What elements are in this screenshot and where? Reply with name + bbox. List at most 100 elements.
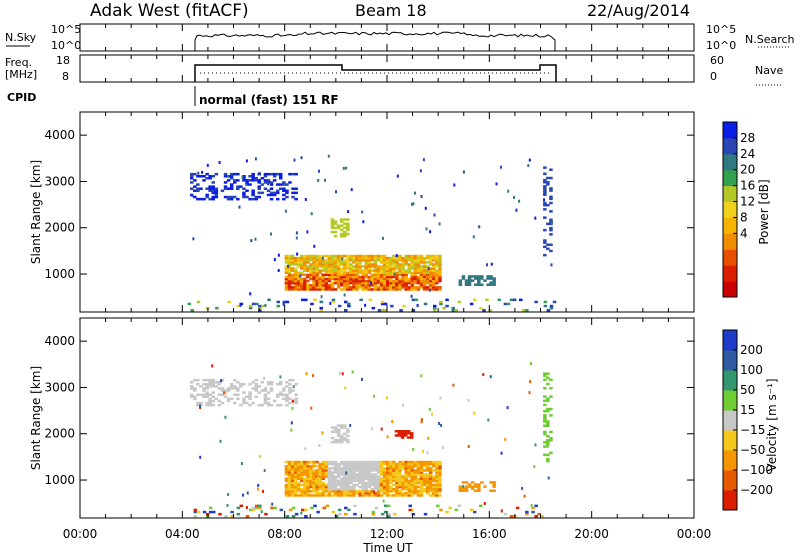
cell bbox=[404, 494, 408, 497]
cell bbox=[343, 481, 347, 485]
cell bbox=[486, 283, 490, 286]
cell bbox=[287, 265, 292, 268]
cell bbox=[205, 195, 209, 199]
cell bbox=[333, 275, 338, 279]
cell bbox=[355, 490, 359, 493]
cell bbox=[300, 494, 304, 497]
cell bbox=[321, 269, 325, 272]
cell bbox=[303, 254, 307, 258]
cell bbox=[364, 473, 368, 476]
cell bbox=[284, 473, 289, 476]
cell bbox=[438, 475, 442, 478]
cell bbox=[318, 269, 322, 272]
cell bbox=[293, 483, 298, 487]
cell bbox=[303, 288, 307, 291]
cell bbox=[467, 279, 472, 282]
cell bbox=[294, 191, 298, 195]
cell bbox=[416, 479, 421, 483]
cell bbox=[336, 261, 341, 264]
speck bbox=[245, 506, 248, 509]
cell bbox=[367, 254, 372, 258]
cell bbox=[376, 271, 381, 274]
cell bbox=[330, 286, 335, 289]
date-title: 22/Aug/2014 bbox=[587, 1, 690, 20]
cell bbox=[432, 490, 436, 493]
cell bbox=[416, 490, 421, 493]
cell bbox=[321, 475, 325, 478]
cell bbox=[358, 494, 362, 497]
cell bbox=[346, 462, 350, 466]
cell bbox=[208, 187, 212, 190]
speck bbox=[246, 491, 249, 495]
cell bbox=[215, 306, 219, 310]
cell bbox=[230, 515, 234, 518]
cell bbox=[300, 475, 304, 478]
cell bbox=[432, 479, 436, 483]
cell bbox=[346, 263, 350, 266]
cell bbox=[376, 288, 381, 291]
cell bbox=[272, 179, 277, 182]
cell bbox=[223, 181, 228, 184]
cell bbox=[327, 288, 332, 291]
cell bbox=[290, 288, 295, 291]
cell bbox=[435, 490, 439, 493]
cell bbox=[364, 271, 368, 274]
cell bbox=[401, 265, 405, 268]
cell bbox=[339, 281, 344, 285]
cell bbox=[407, 462, 411, 466]
cell bbox=[309, 481, 313, 485]
cell bbox=[346, 275, 350, 279]
cell bbox=[293, 288, 298, 291]
cell bbox=[419, 479, 424, 483]
cell bbox=[401, 485, 405, 489]
cell bbox=[296, 460, 301, 464]
cell bbox=[355, 477, 359, 480]
cell bbox=[257, 185, 261, 188]
y-tick-label: 3000 bbox=[44, 174, 75, 188]
cell bbox=[488, 309, 492, 312]
cell bbox=[413, 279, 418, 283]
cell bbox=[306, 460, 310, 464]
cell bbox=[413, 469, 418, 472]
cell bbox=[336, 254, 341, 258]
cell bbox=[319, 309, 323, 312]
cell bbox=[266, 172, 271, 176]
cell bbox=[410, 286, 414, 289]
cell bbox=[404, 281, 408, 285]
cell bbox=[312, 460, 316, 464]
cell bbox=[392, 487, 396, 491]
cell bbox=[355, 465, 359, 468]
cell bbox=[293, 469, 298, 472]
cell bbox=[401, 281, 405, 285]
cell bbox=[269, 197, 274, 201]
cell bbox=[300, 286, 304, 289]
cell bbox=[310, 302, 314, 306]
cell bbox=[327, 263, 332, 266]
cell bbox=[343, 279, 347, 283]
cell bbox=[407, 286, 411, 289]
cell bbox=[296, 471, 301, 474]
cell bbox=[287, 267, 292, 270]
cell bbox=[327, 483, 332, 487]
speck bbox=[239, 303, 242, 307]
cell bbox=[432, 492, 436, 495]
cell bbox=[392, 269, 396, 272]
cell bbox=[202, 179, 206, 182]
cell bbox=[224, 515, 228, 518]
cell bbox=[300, 267, 304, 270]
cell bbox=[413, 265, 418, 268]
cell bbox=[413, 263, 418, 266]
cell bbox=[284, 288, 289, 291]
cell bbox=[324, 254, 329, 258]
cell bbox=[380, 300, 385, 304]
cell bbox=[425, 277, 430, 281]
cell bbox=[438, 273, 442, 277]
cell bbox=[223, 187, 228, 190]
cell bbox=[419, 277, 424, 281]
cell bbox=[236, 393, 240, 396]
cell bbox=[343, 479, 347, 483]
cell bbox=[432, 269, 436, 272]
cell bbox=[392, 265, 396, 268]
cell bbox=[343, 465, 347, 468]
cell bbox=[400, 434, 405, 437]
